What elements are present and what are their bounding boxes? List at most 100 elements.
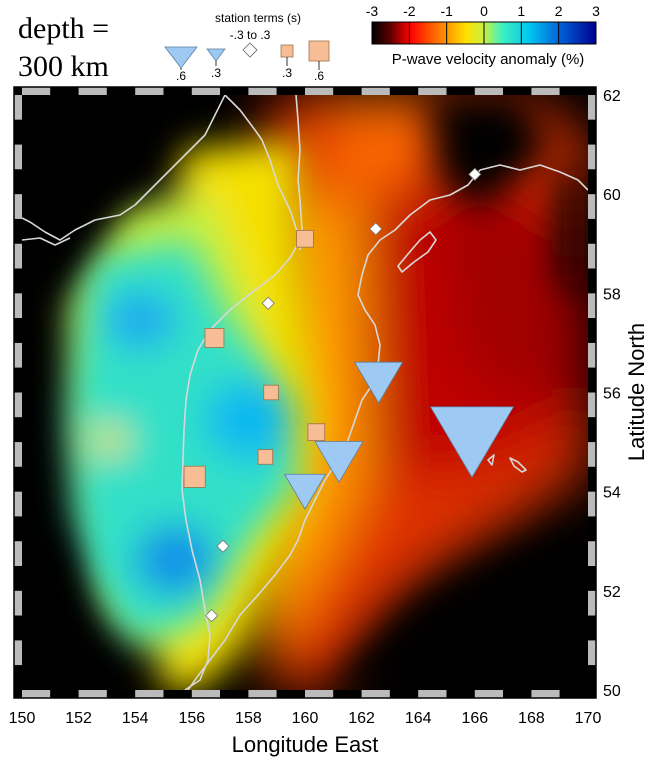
frame-tick-top: [361, 87, 390, 95]
frame-tick-left: [14, 367, 22, 393]
frame-tick-bottom: [503, 690, 532, 698]
legend-label-square-small: .3: [282, 66, 292, 80]
frame-tick-bottom: [474, 690, 504, 698]
frame-tick-top: [50, 87, 79, 95]
y-axis-title: Latitude North: [624, 323, 649, 461]
frame-tick-left: [14, 541, 22, 567]
station-square-marker: [204, 328, 225, 348]
coastline: [22, 95, 588, 690]
frame-tick-bottom: [106, 690, 136, 698]
frame-tick-top: [531, 87, 560, 95]
colorbar-tick-label: -2: [403, 3, 416, 19]
station-diamond-marker: [261, 296, 275, 310]
frame-tick-bottom: [22, 690, 51, 698]
x-tick-label: 158: [235, 710, 262, 727]
legend-triangle-large-icon: [164, 46, 198, 69]
frame-tick-right: [588, 194, 596, 219]
colorbar-tick-label: 2: [555, 3, 563, 19]
legend-label-square-large: .6: [314, 69, 324, 83]
frame-tick-left: [14, 293, 22, 319]
station-triangle-marker: [353, 361, 404, 404]
frame-tick-left: [14, 268, 22, 294]
frame-tick-top: [389, 87, 419, 95]
frame-tick-left: [14, 491, 22, 517]
colorbar-tick-label: -1: [440, 3, 453, 19]
colorbar: -3 -2 -1 0 1 2 3 P-wave velocity anomaly (%): [366, 3, 600, 68]
station-markers: [183, 167, 515, 623]
legend-diamond-icon: [242, 42, 258, 58]
frame-tick-right: [588, 516, 596, 542]
frame-tick-top: [446, 87, 475, 95]
legend-square-small-icon: [280, 44, 294, 58]
frame-tick-top: [248, 87, 277, 95]
frame-tick-top: [220, 87, 249, 95]
frame-tick-top: [106, 87, 136, 95]
station-triangle-marker: [283, 473, 327, 510]
station-diamond-marker: [216, 539, 230, 553]
station-triangle-marker: [429, 406, 515, 479]
frame-tick-left: [14, 392, 22, 418]
frame-tick-top: [503, 87, 532, 95]
frame-tick-right: [588, 367, 596, 393]
frame-tick-top: [418, 87, 447, 95]
frame-tick-right: [588, 243, 596, 269]
frame-tick-bottom: [248, 690, 277, 698]
colorbar-title: P-wave velocity anomaly (%): [392, 51, 585, 68]
frame-tick-left: [14, 194, 22, 219]
frame-tick-top: [135, 87, 164, 95]
frame-tick-right: [588, 442, 596, 467]
frame-tick-right: [588, 218, 596, 244]
legend-triangle-small-icon: [206, 48, 226, 62]
y-tick-label: 54: [603, 485, 621, 502]
frame-tick-left: [14, 665, 22, 690]
frame-tick-bottom: [333, 690, 362, 698]
frame-tick-right: [588, 466, 596, 492]
frame-tick-left: [14, 95, 22, 120]
frame-tick-right: [588, 417, 596, 443]
frame-tick-top: [559, 87, 588, 95]
frame-tick-right: [588, 169, 596, 195]
frame-tick-left: [14, 442, 22, 467]
x-tick-label: 168: [518, 710, 545, 727]
frame-tick-top: [474, 87, 504, 95]
frame-tick-bottom: [78, 690, 107, 698]
frame-tick-top: [276, 87, 305, 95]
depth-label-line2: 300 km: [18, 50, 109, 83]
y-tick-label: 50: [603, 683, 621, 700]
frame-tick-left: [14, 516, 22, 542]
x-tick-label: 166: [461, 710, 488, 727]
frame-tick-bottom: [446, 690, 475, 698]
frame-tick-top: [333, 87, 362, 95]
y-tick-label: 52: [603, 584, 621, 601]
station-triangle-marker: [314, 441, 364, 484]
frame-tick-bottom: [389, 690, 419, 698]
station-terms-neutral-label: -.3 to .3: [230, 28, 271, 42]
station-diamond-marker: [369, 222, 383, 236]
frame-tick-left: [14, 119, 22, 145]
frame-tick-right: [588, 541, 596, 567]
legend-label-triangle-large: .6: [176, 69, 186, 83]
frame-tick-bottom: [361, 690, 390, 698]
frame-tick-left: [14, 590, 22, 616]
x-tick-labels: 150 152 154 156 158 160 162 164 166 168 170: [9, 710, 602, 727]
station-square-marker: [296, 229, 314, 248]
frame-tick-left: [14, 318, 22, 343]
x-tick-label: 170: [575, 710, 602, 727]
y-tick-label: 56: [603, 386, 621, 403]
frame-tick-right: [588, 491, 596, 517]
frame-tick-bottom: [418, 690, 447, 698]
y-tick-labels: 50 52 54 56 58 60 62: [603, 88, 621, 700]
frame-tick-right: [588, 144, 596, 170]
x-tick-label: 162: [348, 710, 375, 727]
frame-tick-right: [588, 615, 596, 641]
station-square-marker: [307, 423, 326, 441]
velocity-anomaly-map: [22, 95, 588, 690]
frame-tick-left: [14, 169, 22, 195]
frame-tick-left: [14, 640, 22, 666]
map-frame-ticks: [13, 86, 597, 699]
frame-tick-bottom: [191, 690, 221, 698]
frame-tick-top: [78, 87, 107, 95]
frame-tick-right: [588, 95, 596, 120]
frame-tick-left: [14, 417, 22, 443]
